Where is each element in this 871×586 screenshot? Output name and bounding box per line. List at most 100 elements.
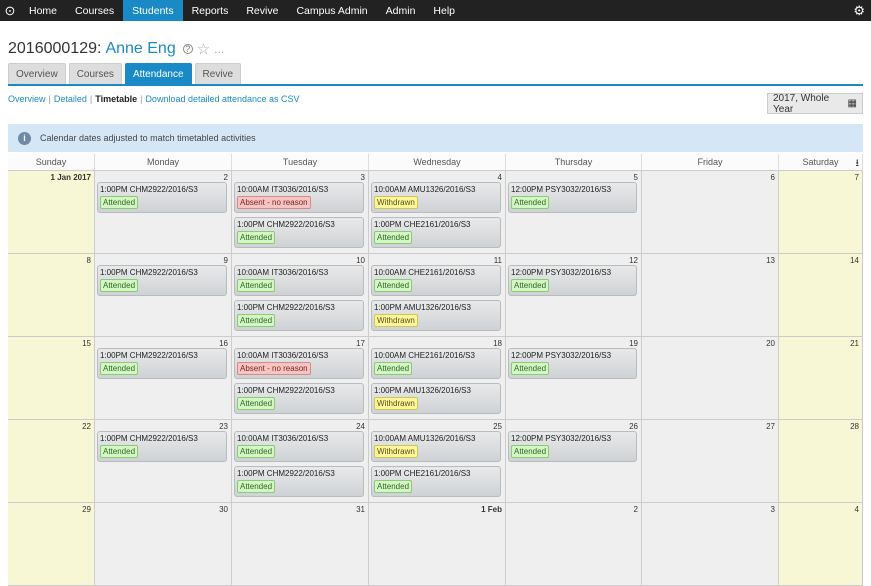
timetable-event[interactable]: 12:00PM PSY3032/2016/S3 Attended xyxy=(508,431,637,462)
calendar-day-cell[interactable]: 3 10:00AM IT3036/2016/S3 Absent - no reaso… xyxy=(232,171,369,253)
calendar-day-cell[interactable]: 7 xyxy=(779,171,863,253)
timetable-event[interactable]: 1:00PM CHE2161/2016/S3 Attended xyxy=(371,217,501,248)
calendar-day-cell[interactable]: 8 xyxy=(8,254,95,336)
timetable-event[interactable]: 10:00AM IT3036/2016/S3 Absent - no reason xyxy=(234,182,364,213)
calendar-day-cell[interactable]: 9 1:00PM CHM2922/2016/S3 Attended xyxy=(95,254,232,336)
more-icon[interactable]: ... xyxy=(214,42,225,56)
tab-courses[interactable]: Courses xyxy=(68,63,122,84)
calendar-day-cell[interactable]: 31 xyxy=(232,503,369,585)
calendar-day-cell[interactable]: 6 xyxy=(642,171,779,253)
attendance-status-badge: Attended xyxy=(100,196,139,209)
calendar-day-cell[interactable]: 24 10:00AM IT3036/2016/S3 Attended 1:00PM C… xyxy=(232,420,369,502)
year-select-value: 2017, Whole Year xyxy=(773,92,830,115)
nav-item-home[interactable]: Home xyxy=(29,4,58,17)
nav-item-revive[interactable]: Revive xyxy=(246,4,279,17)
day-header-saturday: Saturday ⭳ xyxy=(779,154,863,170)
calendar-day-cell[interactable]: 1 Feb xyxy=(369,503,506,585)
tab-overview[interactable]: Overview xyxy=(8,63,66,84)
date-number: 7 xyxy=(854,173,859,182)
timetable-event[interactable]: 1:00PM AMU1326/2016/S3 Withdrawn xyxy=(371,300,501,331)
attendance-status-badge: Absent - no reason xyxy=(237,196,311,209)
timetable-event[interactable]: 12:00PM PSY3032/2016/S3 Attended xyxy=(508,182,637,213)
timetable-event[interactable]: 10:00AM IT3036/2016/S3 Attended xyxy=(234,265,364,296)
star-icon[interactable]: ☆ xyxy=(196,41,211,58)
subnav-overview-link[interactable]: Overview xyxy=(8,94,46,104)
timetable-event[interactable]: 10:00AM AMU1326/2016/S3 Withdrawn xyxy=(371,431,501,462)
event-title: 1:00PM CHM2922/2016/S3 xyxy=(100,434,198,443)
timetable-event[interactable]: 1:00PM CHM2922/2016/S3 Attended xyxy=(97,182,227,213)
calendar-day-cell[interactable]: 4 xyxy=(779,503,863,585)
subnav-detailed-link[interactable]: Detailed xyxy=(53,94,87,104)
calendar-day-cell[interactable]: 23 1:00PM CHM2922/2016/S3 Attended xyxy=(95,420,232,502)
timetable-event[interactable]: 1:00PM CHM2922/2016/S3 Attended xyxy=(97,265,227,296)
year-select[interactable]: 2017, Whole Year ▦ xyxy=(767,92,863,115)
date-number: 5 xyxy=(633,173,638,182)
top-nav: ⊙ Home Courses Students Reports Revive Campus… xyxy=(0,0,871,21)
day-header-label: Tuesday xyxy=(282,157,318,167)
calendar-day-cell[interactable]: 11 10:00AM CHE2161/2016/S3 Attended 1:00PM … xyxy=(369,254,506,336)
calendar-day-cell[interactable]: 1 Jan 2017 xyxy=(8,171,95,253)
calendar-day-cell[interactable]: 4 10:00AM AMU1326/2016/S3 Withdrawn 1:00PM … xyxy=(369,171,506,253)
timetable-event[interactable]: 10:00AM IT3036/2016/S3 Attended xyxy=(234,431,364,462)
timetable-event[interactable]: 10:00AM CHE2161/2016/S3 Attended xyxy=(371,265,501,296)
calendar-day-cell[interactable]: 25 10:00AM AMU1326/2016/S3 Withdrawn 1:00PM… xyxy=(369,420,506,502)
tab-attendance[interactable]: Attendance xyxy=(124,63,192,84)
app-logo-icon[interactable]: ⊙ xyxy=(4,2,16,18)
calendar-day-cell[interactable]: 17 10:00AM IT3036/2016/S3 Absent - no reas… xyxy=(232,337,369,419)
calendar-day-cell[interactable]: 27 xyxy=(642,420,779,502)
calendar-day-cell[interactable]: 12 12:00PM PSY3032/2016/S3 Attended xyxy=(506,254,642,336)
nav-item-help[interactable]: Help xyxy=(433,4,456,17)
timetable-event[interactable]: 1:00PM CHM2922/2016/S3 Attended xyxy=(234,383,364,414)
calendar-day-cell[interactable]: 3 xyxy=(642,503,779,585)
calendar-day-cell[interactable]: 21 xyxy=(779,337,863,419)
calendar-icon: ▦ xyxy=(847,98,857,109)
calendar-day-cell[interactable]: 22 xyxy=(8,420,95,502)
nav-item-courses[interactable]: Courses xyxy=(75,4,115,17)
download-csv-link[interactable]: Download detailed attendance as CSV xyxy=(145,94,300,104)
timetable-event[interactable]: 10:00AM CHE2161/2016/S3 Attended xyxy=(371,348,501,379)
nav-item-admin[interactable]: Admin xyxy=(385,4,416,17)
event-title: 10:00AM AMU1326/2016/S3 xyxy=(374,185,476,194)
calendar-day-cell[interactable]: 19 12:00PM PSY3032/2016/S3 Attended xyxy=(506,337,642,419)
calendar-day-cell[interactable]: 18 10:00AM CHE2161/2016/S3 Attended 1:00PM … xyxy=(369,337,506,419)
calendar-day-cell[interactable]: 13 xyxy=(642,254,779,336)
download-icon[interactable]: ⭳ xyxy=(855,158,860,169)
attendance-status-badge: Withdrawn xyxy=(374,445,418,458)
tab-revive[interactable]: Revive xyxy=(194,63,242,84)
nav-item-students[interactable]: Students xyxy=(123,0,183,21)
timetable-event[interactable]: 12:00PM PSY3032/2016/S3 Attended xyxy=(508,265,637,296)
timetable-event[interactable]: 10:00AM IT3036/2016/S3 Absent - no reason xyxy=(234,348,364,379)
calendar-day-cell[interactable]: 28 xyxy=(779,420,863,502)
timetable-event[interactable]: 1:00PM CHM2922/2016/S3 Attended xyxy=(234,466,364,497)
attendance-status-badge: Attended xyxy=(237,231,276,244)
event-title: 10:00AM IT3036/2016/S3 xyxy=(237,185,329,194)
calendar-day-cell[interactable]: 15 xyxy=(8,337,95,419)
calendar-day-cell[interactable]: 29 xyxy=(8,503,95,585)
calendar-day-cell[interactable]: 5 12:00PM PSY3032/2016/S3 Attended xyxy=(506,171,642,253)
calendar-day-cell[interactable]: 2 xyxy=(506,503,642,585)
timetable-event[interactable]: 1:00PM CHM2922/2016/S3 Attended xyxy=(97,348,227,379)
timetable-event[interactable]: 1:00PM CHM2922/2016/S3 Attended xyxy=(234,300,364,331)
timetable-event[interactable]: 10:00AM AMU1326/2016/S3 Withdrawn xyxy=(371,182,501,213)
nav-item-campus-admin[interactable]: Campus Admin xyxy=(296,4,368,17)
calendar-day-cell[interactable]: 10 10:00AM IT3036/2016/S3 Attended 1:00PM C… xyxy=(232,254,369,336)
calendar-day-cell[interactable]: 14 xyxy=(779,254,863,336)
calendar-week: 15 16 1:00PM CHM2922/2016/S3 Attended 17 10:0… xyxy=(8,337,863,420)
timetable-event[interactable]: 1:00PM CHM2922/2016/S3 Attended xyxy=(234,217,364,248)
timetable-event[interactable]: 1:00PM CHM2922/2016/S3 Attended xyxy=(97,431,227,462)
calendar-day-cell[interactable]: 20 xyxy=(642,337,779,419)
calendar-day-cell[interactable]: 30 xyxy=(95,503,232,585)
student-name[interactable]: Anne Eng xyxy=(105,40,176,57)
day-header-tuesday: Tuesday xyxy=(232,154,369,170)
timetable-event[interactable]: 12:00PM PSY3032/2016/S3 Attended xyxy=(508,348,637,379)
help-icon[interactable]: ? xyxy=(182,44,193,54)
timetable-event[interactable]: 1:00PM CHE2161/2016/S3 Attended xyxy=(371,466,501,497)
date-number: 14 xyxy=(850,256,859,265)
calendar-day-cell[interactable]: 2 1:00PM CHM2922/2016/S3 Attended xyxy=(95,171,232,253)
calendar-day-cell[interactable]: 16 1:00PM CHM2922/2016/S3 Attended xyxy=(95,337,232,419)
timetable-event[interactable]: 1:00PM AMU1326/2016/S3 Withdrawn xyxy=(371,383,501,414)
attendance-status-badge: Attended xyxy=(511,362,550,375)
nav-item-reports[interactable]: Reports xyxy=(191,4,229,17)
calendar-day-cell[interactable]: 26 12:00PM PSY3032/2016/S3 Attended xyxy=(506,420,642,502)
gear-icon[interactable]: ⚙ xyxy=(853,3,865,18)
